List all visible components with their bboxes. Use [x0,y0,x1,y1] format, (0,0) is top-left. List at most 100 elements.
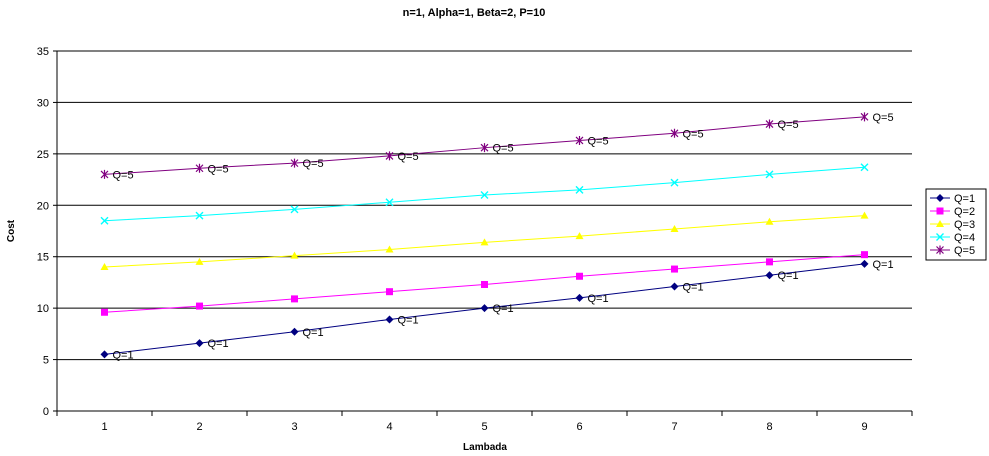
legend-label-Q=5: Q=5 [954,245,975,257]
point-Q=4-1 [100,216,109,225]
point-Q=3-2 [195,257,204,265]
y-tick-label-10: 10 [37,303,49,315]
y-tick-label-35: 35 [37,46,49,58]
data-label-Q=5-4: Q=5 [398,151,419,163]
legend-box [925,188,987,261]
y-tick-label-25: 25 [37,149,49,161]
y-tick-label-15: 15 [37,252,49,264]
data-label-Q=1-7: Q=1 [683,282,704,294]
point-Q=5-1 [100,169,109,179]
axes: 0 5 10 15 20 25 30 35 1 2 3 4 5 6 7 8 9 [37,46,913,433]
data-label-Q=1-1: Q=1 [113,349,134,361]
point-Q=2-5 [481,280,488,288]
point-Q=4-8 [765,170,774,179]
x-tick-label-8: 8 [766,421,772,433]
series-Q=1: Q=1 Q=1 Q=1 Q=1 Q=1 Q=1 Q=1 Q=1 Q=1 [100,259,894,361]
y-tick-label-20: 20 [37,200,49,212]
legend-marker-Q=5 [936,245,944,255]
legend-marker-Q=1 [936,194,944,202]
data-label-Q=1-8: Q=1 [778,270,799,282]
point-Q=5-2 [195,163,204,173]
x-tick-label-2: 2 [196,421,202,433]
point-Q=1-7 [670,282,679,291]
data-label-Q=5-3: Q=5 [303,158,324,170]
point-Q=4-2 [195,211,204,220]
data-label-Q=5-5: Q=5 [493,143,514,155]
gridlines [57,50,912,361]
point-Q=4-6 [575,185,584,194]
legend-item-Q=1: Q=1 [930,193,975,205]
point-Q=4-9 [860,163,869,172]
legend-label-Q=2: Q=2 [954,206,975,218]
y-axis-label: Cost [6,219,17,242]
data-label-Q=5-2: Q=5 [208,163,229,175]
point-Q=3-1 [100,263,109,270]
point-Q=5-4 [385,151,394,161]
y-tick-label-5: 5 [43,355,49,367]
data-label-Q=1-6: Q=1 [588,293,609,305]
series-Q=5: Q=5 Q=5 Q=5 Q=5 Q=5 Q=5 Q=5 Q=5 Q=5 [100,112,894,181]
point-Q=1-5 [480,304,489,313]
data-label-Q=5-7: Q=5 [683,128,704,140]
legend-label-Q=1: Q=1 [954,193,975,205]
point-Q=4-7 [670,178,679,187]
point-Q=5-7 [670,128,679,138]
legend-label-Q=3: Q=3 [954,219,975,231]
point-Q=5-3 [290,158,299,168]
data-label-Q=1-2: Q=1 [208,338,229,350]
legend-marker-Q=4 [936,233,944,241]
legend-item-Q=5: Q=5 [930,245,975,257]
point-Q=1-8 [765,271,774,280]
data-label-Q=5-8: Q=5 [778,119,799,131]
x-tick-label-6: 6 [576,421,582,433]
legend-label-Q=4: Q=4 [954,232,975,244]
point-Q=5-6 [575,135,584,145]
point-Q=5-9 [860,112,869,122]
point-Q=1-1 [100,350,109,359]
data-label-Q=1-5: Q=1 [493,303,514,315]
point-Q=2-6 [576,272,583,280]
data-label-Q=5-1: Q=5 [113,169,134,181]
point-Q=3-5 [480,238,489,246]
series-Q=4 [100,163,869,225]
point-Q=2-7 [671,265,678,273]
legend-item-Q=4: Q=4 [930,232,975,244]
point-Q=5-5 [480,143,489,153]
series-Q=2 [101,251,868,316]
legend-marker-Q=3 [936,220,944,227]
point-Q=4-3 [290,205,299,214]
point-Q=5-8 [765,119,774,129]
data-label-Q=1-9: Q=1 [873,259,894,271]
x-tick-label-9: 9 [861,421,867,433]
point-Q=2-4 [386,288,393,296]
x-tick-label-4: 4 [386,421,392,433]
point-Q=3-6 [575,232,584,240]
series-Q=3 [100,211,869,270]
point-Q=2-8 [766,258,773,266]
data-label-Q=1-4: Q=1 [398,314,419,326]
data-label-Q=5-6: Q=5 [588,135,609,147]
data-label-Q=5-9: Q=5 [873,112,894,124]
series-group: Q=1Q=1Q=1Q=1Q=1Q=1Q=1Q=1Q=1Q=5Q=5 Q=5Q=5Q… [100,112,894,361]
point-Q=3-7 [670,224,679,232]
x-tick-label-5: 5 [481,421,487,433]
point-Q=2-9 [861,251,868,259]
point-Q=2-3 [291,295,298,303]
point-Q=1-2 [195,339,204,348]
point-Q=4-4 [385,198,394,207]
data-label-Q=1-3: Q=1 [303,327,324,339]
x-tick-label-1: 1 [101,421,107,433]
x-tick-label-7: 7 [671,421,677,433]
x-axis-label: Lambada [463,442,507,453]
point-Q=2-1 [101,308,108,316]
point-Q=2-2 [196,302,203,310]
legend: Q=1Q=2Q=3Q=4Q=5 [925,188,987,261]
y-tick-label-30: 30 [37,97,49,109]
point-Q=3-3 [290,251,299,259]
point-Q=3-9 [860,211,869,219]
x-tick-label-3: 3 [291,421,297,433]
point-Q=1-4 [385,315,394,324]
point-Q=1-6 [575,293,584,302]
point-Q=3-8 [765,217,774,225]
